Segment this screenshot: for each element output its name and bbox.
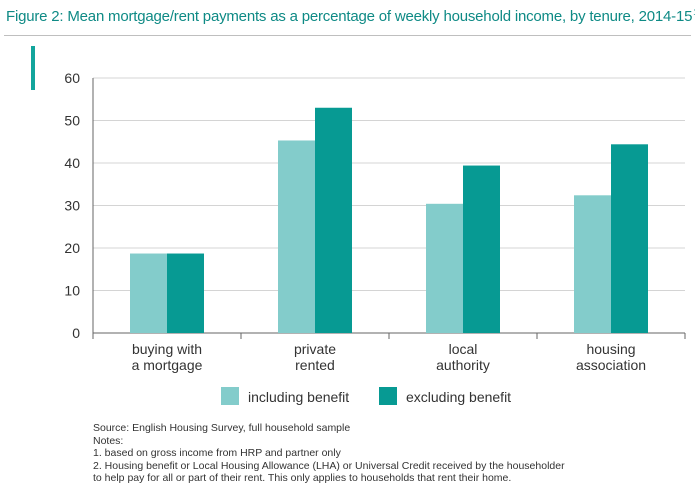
note-item: to help pay for all or part of their ren…: [93, 472, 512, 484]
notes-block: Source: English Housing Survey, full hou…: [93, 422, 683, 485]
bar-including-benefit: [130, 253, 167, 333]
bar-excluding-benefit: [611, 144, 648, 333]
bar-excluding-benefit: [315, 107, 352, 333]
y-tick-label: 30: [64, 198, 80, 214]
title-divider: [4, 35, 691, 36]
x-category-label: private: [294, 341, 336, 357]
legend-label: including benefit: [248, 389, 349, 405]
y-tick-label: 60: [64, 70, 80, 86]
x-category-label: rented: [295, 357, 335, 373]
x-category-label: a mortgage: [132, 357, 203, 373]
figure-title-footnote: 13: [693, 8, 695, 17]
note-item: 2. Housing benefit or Local Housing Allo…: [93, 459, 565, 472]
x-category-label: buying with: [132, 341, 202, 357]
x-category-label: housing: [586, 341, 635, 357]
note-item: 1. based on gross income from HRP and pa…: [93, 447, 341, 459]
accent-bar: [31, 46, 35, 90]
legend-label: excluding benefit: [406, 389, 511, 405]
figure-title: Figure 2: Mean mortgage/rent payments as…: [6, 8, 695, 25]
y-tick-label: 0: [72, 325, 80, 341]
figure-title-text: Figure 2: Mean mortgage/rent payments as…: [6, 8, 693, 25]
y-tick-label: 40: [64, 155, 80, 171]
x-category-label: association: [576, 357, 646, 373]
source-note: Source: English Housing Survey, full hou…: [93, 422, 351, 434]
bar-including-benefit: [426, 203, 463, 333]
y-tick-label: 20: [64, 240, 80, 256]
y-tick-label: 10: [64, 283, 80, 299]
legend-swatch: [221, 387, 239, 405]
bar-including-benefit: [574, 195, 611, 333]
legend-swatch: [379, 387, 397, 405]
x-category-label: local: [449, 341, 478, 357]
bar-excluding-benefit: [167, 253, 204, 333]
y-tick-label: 50: [64, 113, 80, 129]
x-category-label: authority: [436, 357, 490, 373]
bar-excluding-benefit: [463, 165, 500, 333]
bar-including-benefit: [278, 140, 315, 333]
notes-heading: Notes:: [93, 434, 124, 447]
